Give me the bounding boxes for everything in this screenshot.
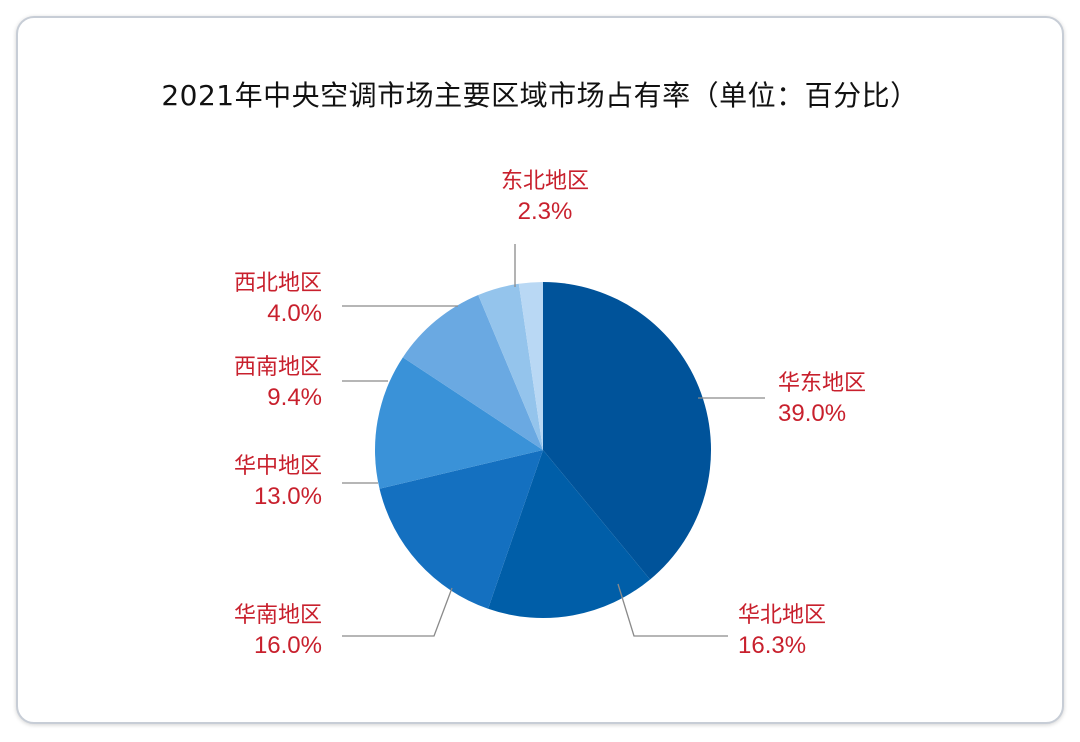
slice-value-label: 9.4% [267,384,322,411]
pie-slice [402,294,543,450]
slice-value-label: 16.0% [254,632,322,659]
pie-slice [518,282,543,450]
chart-title: 2021年中央空调市场主要区域市场占有率（单位：百分比） [161,79,919,112]
slice-label: 华东地区 [778,371,866,396]
leader-line [342,587,453,637]
slice-label: 华南地区 [234,603,322,628]
slice-value-label: 16.3% [738,632,806,659]
slice-value-label: 13.0% [254,483,322,510]
slice-label: 华中地区 [234,454,322,479]
pie-slice [488,450,651,619]
slice-label: 西北地区 [234,271,322,296]
slice-label: 华北地区 [738,603,826,628]
slice-value-label: 2.3% [518,198,573,225]
slice-label: 东北地区 [501,169,589,194]
pie-slice [374,357,543,489]
pie-slice [543,282,712,580]
pie-slice [379,450,543,609]
pie-slice [478,283,543,450]
slice-value-label: 4.0% [267,300,322,327]
leader-line [617,583,728,637]
slice-label: 西南地区 [234,355,322,380]
slice-value-label: 39.0% [778,400,846,427]
